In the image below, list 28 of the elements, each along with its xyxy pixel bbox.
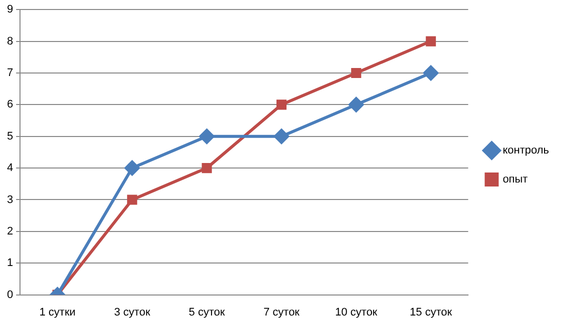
y-tick-label: 3 [6, 194, 14, 206]
point [348, 97, 364, 112]
y-tick-label: 6 [6, 98, 14, 111]
point [199, 128, 214, 144]
legend-label: контроль [502, 144, 550, 157]
point [423, 65, 438, 80]
point [124, 160, 140, 176]
x-tick-label: 15 суток [410, 306, 452, 318]
y-tick-label: 0 [6, 288, 14, 301]
point [202, 163, 212, 174]
point [276, 100, 287, 110]
x-tick-label: 5 суток [188, 306, 226, 318]
point [274, 128, 289, 144]
y-tick-label: 5 [6, 130, 14, 142]
legend-label: опыт [502, 174, 528, 186]
x-tick-label: 10 суток [335, 306, 378, 318]
point [127, 194, 138, 205]
y-tick-label: 7 [6, 67, 14, 80]
x-tick-label: 7 суток [263, 306, 300, 318]
y-tick-label: 8 [6, 35, 14, 48]
point [426, 36, 436, 46]
y-tick-label: 9 [6, 4, 14, 16]
y-tick-label: 1 [6, 257, 14, 270]
y-tick-label: 4 [6, 162, 14, 174]
y-tick-label: 2 [6, 225, 14, 238]
x-tick-label: 1 сутки [39, 306, 76, 318]
point [351, 68, 362, 78]
x-tick-label: 3 суток [114, 306, 150, 318]
